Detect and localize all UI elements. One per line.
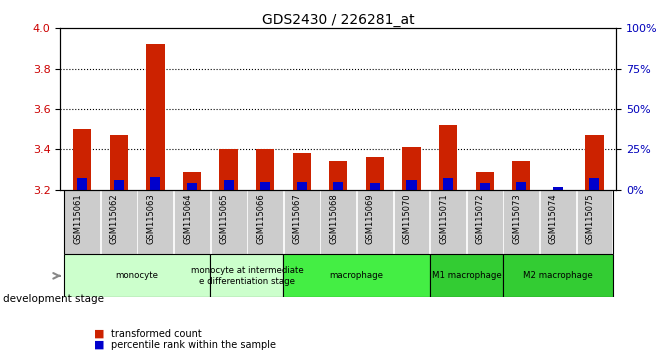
Text: GSM115074: GSM115074 [549, 193, 558, 244]
Bar [403, 147, 421, 190]
FancyBboxPatch shape [393, 190, 429, 254]
Text: GSM115067: GSM115067 [293, 193, 302, 244]
FancyBboxPatch shape [210, 254, 283, 297]
Text: GSM115065: GSM115065 [220, 193, 228, 244]
Bar [150, 177, 160, 190]
Text: M1 macrophage: M1 macrophage [431, 271, 501, 280]
Bar [297, 182, 307, 190]
Bar [480, 183, 490, 190]
Text: development stage: development stage [3, 294, 105, 304]
Text: GSM115070: GSM115070 [403, 193, 411, 244]
FancyBboxPatch shape [210, 190, 247, 254]
FancyBboxPatch shape [283, 254, 430, 297]
FancyBboxPatch shape [174, 190, 210, 254]
FancyBboxPatch shape [467, 190, 502, 254]
Text: monocyte at intermediate
e differentiation stage: monocyte at intermediate e differentiati… [190, 266, 304, 286]
FancyBboxPatch shape [540, 190, 576, 254]
Bar [586, 135, 604, 190]
Text: macrophage: macrophage [330, 271, 384, 280]
Text: GSM115064: GSM115064 [183, 193, 192, 244]
Bar [224, 180, 234, 190]
Bar [333, 182, 344, 190]
FancyBboxPatch shape [137, 190, 174, 254]
FancyBboxPatch shape [64, 190, 100, 254]
Bar [256, 149, 274, 190]
Bar [183, 172, 201, 190]
Text: GSM115068: GSM115068 [330, 193, 338, 244]
FancyBboxPatch shape [357, 190, 393, 254]
Bar [439, 125, 457, 190]
Text: GSM115071: GSM115071 [439, 193, 448, 244]
Text: GSM115069: GSM115069 [366, 193, 375, 244]
Text: GSM115073: GSM115073 [513, 193, 521, 244]
Bar [146, 45, 165, 190]
Text: GSM115075: GSM115075 [586, 193, 594, 244]
Bar [512, 161, 531, 190]
Bar [370, 183, 380, 190]
FancyBboxPatch shape [503, 254, 613, 297]
Title: GDS2430 / 226281_at: GDS2430 / 226281_at [262, 13, 415, 27]
Text: GSM115061: GSM115061 [73, 193, 82, 244]
Text: GSM115062: GSM115062 [110, 193, 119, 244]
Text: GSM115072: GSM115072 [476, 193, 484, 244]
Bar [476, 172, 494, 190]
Bar [73, 129, 91, 190]
Bar [293, 153, 311, 190]
Bar [553, 187, 563, 190]
Bar [366, 158, 384, 190]
FancyBboxPatch shape [247, 190, 283, 254]
Bar [187, 183, 197, 190]
Bar [517, 182, 527, 190]
Text: GSM115063: GSM115063 [147, 193, 155, 244]
FancyBboxPatch shape [576, 190, 612, 254]
Bar [590, 178, 600, 190]
FancyBboxPatch shape [101, 190, 137, 254]
FancyBboxPatch shape [320, 190, 356, 254]
Text: percentile rank within the sample: percentile rank within the sample [111, 340, 275, 350]
Bar [110, 135, 128, 190]
Text: GSM115066: GSM115066 [256, 193, 265, 244]
Bar [77, 178, 87, 190]
Bar [260, 182, 270, 190]
Text: transformed count: transformed count [111, 329, 201, 339]
Bar [329, 161, 348, 190]
Bar [443, 178, 453, 190]
FancyBboxPatch shape [430, 254, 503, 297]
FancyBboxPatch shape [430, 190, 466, 254]
FancyBboxPatch shape [284, 190, 320, 254]
FancyBboxPatch shape [503, 190, 539, 254]
FancyBboxPatch shape [64, 254, 210, 297]
Text: ■: ■ [94, 329, 105, 339]
Bar [114, 180, 124, 190]
Bar [220, 149, 238, 190]
Text: monocyte: monocyte [116, 271, 159, 280]
Bar [407, 180, 417, 190]
Text: M2 macrophage: M2 macrophage [523, 271, 593, 280]
Text: ■: ■ [94, 340, 105, 350]
